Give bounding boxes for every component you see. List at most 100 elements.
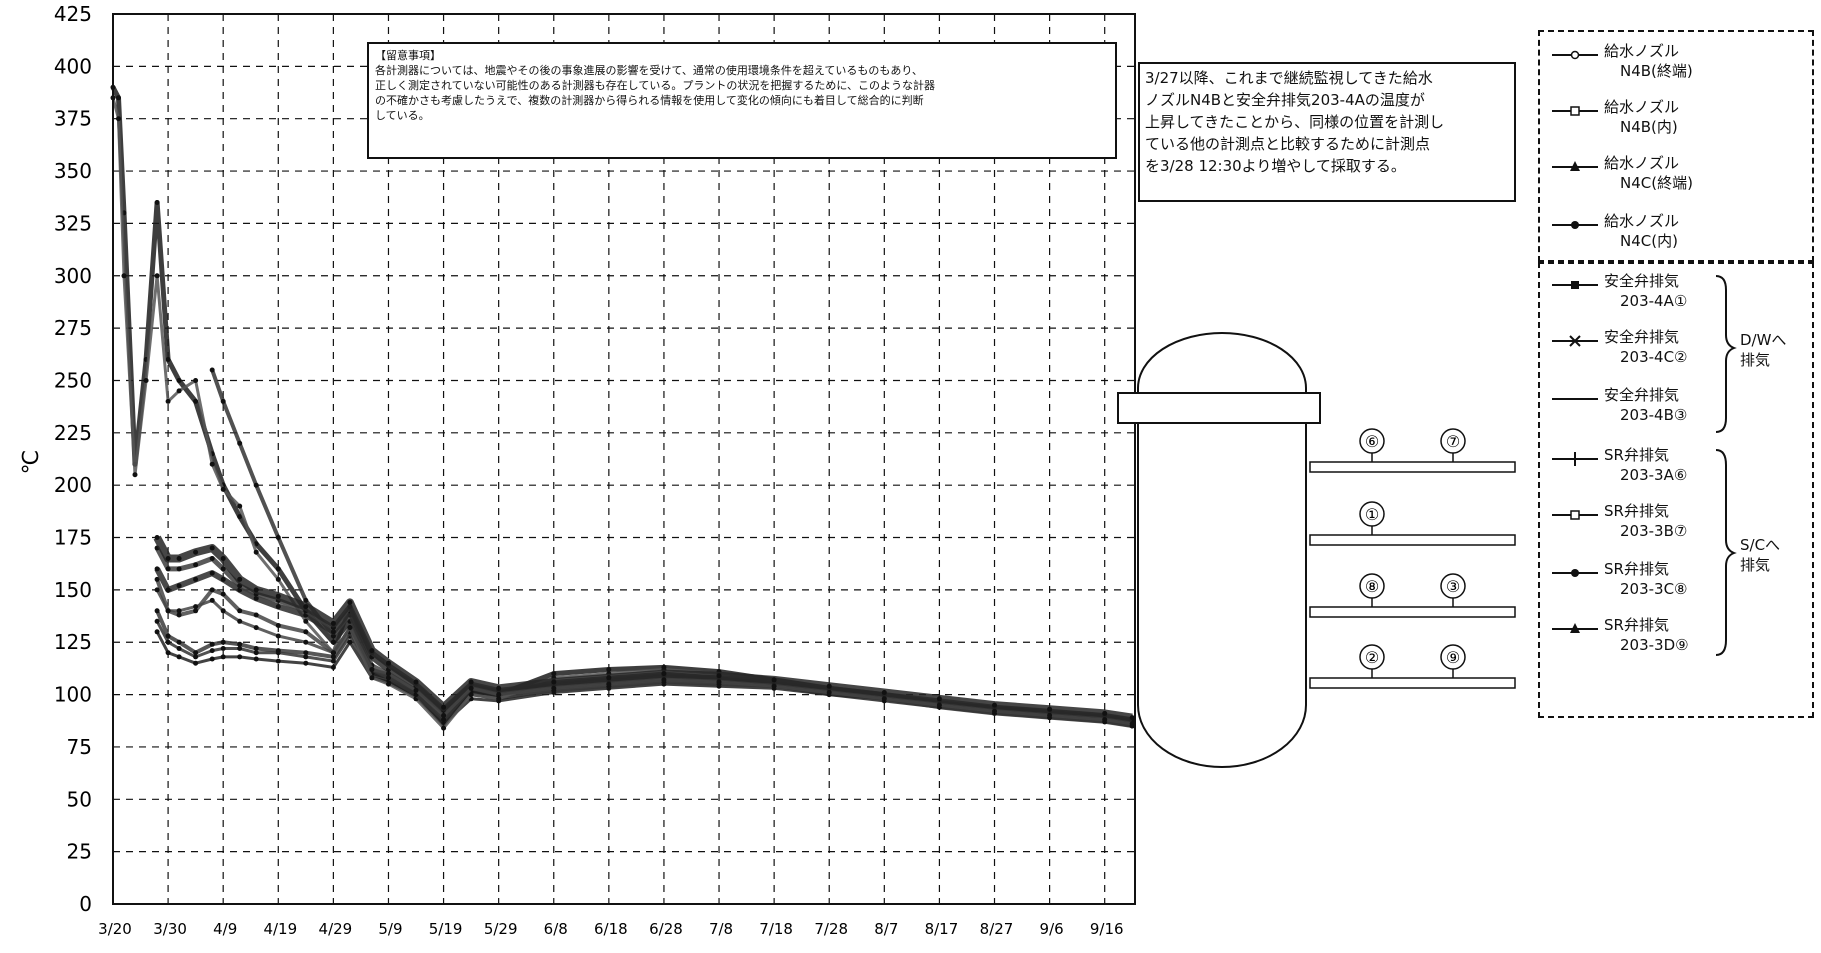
data-point: [413, 687, 419, 693]
data-point: [275, 658, 281, 664]
y-tick-label: 200: [54, 473, 92, 497]
data-point: [253, 482, 259, 488]
legend-marker: [1571, 569, 1579, 577]
data-point: [606, 667, 612, 672]
vessel-flange: [1117, 392, 1321, 424]
legend-marker: [1570, 106, 1580, 116]
data-point: [330, 658, 336, 664]
data-point: [992, 702, 997, 708]
data-point: [237, 514, 243, 520]
data-point: [165, 633, 171, 639]
data-point: [330, 629, 336, 635]
data-point: [220, 576, 226, 582]
data-point: [193, 650, 199, 656]
data-point: [209, 597, 215, 603]
data-point: [176, 388, 182, 394]
tag-label: ⑥: [1365, 432, 1379, 451]
legend-symbol-icon: [1552, 398, 1598, 400]
data-point: [209, 641, 215, 647]
data-point: [1047, 713, 1053, 718]
x-axis-ticks: 3/20 3/30 4/9 4/19 4/29 5/9 5/19 5/29 6/8 6/18 6/2…: [98, 920, 1123, 938]
data-point: [330, 639, 336, 645]
data-point: [1129, 721, 1135, 727]
data-point: [165, 556, 171, 561]
legend-item: SR弁排気 203-3A⑥: [1550, 446, 1720, 490]
data-point: [193, 654, 199, 660]
data-point: [716, 679, 722, 685]
data-point: [193, 660, 199, 666]
data-point: [193, 604, 199, 610]
data-point: [1102, 717, 1108, 723]
legend-sublabel: 203-3B⑦: [1620, 522, 1688, 540]
vessel-nozzle-pipe: [1309, 534, 1516, 546]
legend-symbol-icon: [1552, 281, 1598, 289]
data-point: [209, 461, 215, 467]
data-point: [441, 713, 447, 718]
legend-sublabel: 203-4C②: [1620, 348, 1688, 366]
legend-item: SR弁排気 203-3C⑧: [1550, 560, 1720, 604]
legend-item: 安全弁排気 203-4A①: [1550, 272, 1720, 316]
data-point: [237, 576, 243, 582]
x-tick-label: 6/28: [649, 920, 683, 938]
group-label-line: D/Wへ: [1740, 331, 1787, 349]
x-tick-label: 9/16: [1090, 920, 1124, 938]
y-tick-label: 425: [54, 2, 92, 26]
y-tick-label: 325: [54, 211, 92, 235]
data-point: [330, 633, 336, 639]
legend-symbol-icon: [1552, 106, 1598, 116]
data-point: [121, 273, 127, 279]
x-tick-label: 6/8: [544, 920, 568, 938]
x-tick-label: 3/30: [153, 920, 187, 938]
tag-circle: [1359, 428, 1385, 454]
data-point: [303, 650, 309, 656]
series-line: [154, 587, 1135, 727]
legend-label: SR弁排気: [1604, 502, 1669, 520]
data-point: [347, 625, 353, 631]
tag-circle: [1359, 573, 1385, 599]
data-point: [176, 608, 182, 614]
legend-box-exhaust: [1538, 262, 1814, 718]
data-point: [992, 708, 997, 714]
vessel-nozzle-pipe: [1309, 677, 1516, 689]
group-label-line: 排気: [1740, 351, 1771, 369]
x-tick-label: 8/27: [980, 920, 1014, 938]
side-note-line: ノズルN4Bと安全弁排気203-4Aの温度が: [1145, 91, 1425, 109]
tag-circle: [1440, 573, 1466, 599]
tag-label: ③: [1446, 577, 1460, 596]
data-point: [1102, 710, 1108, 716]
legend-label: 安全弁排気: [1604, 272, 1680, 290]
data-point: [165, 398, 171, 404]
data-point: [154, 618, 160, 624]
data-point: [347, 599, 353, 605]
legend-label: 給水ノズル: [1604, 212, 1680, 230]
data-point: [237, 654, 243, 660]
data-point: [209, 656, 215, 662]
legend-sublabel: 203-3C⑧: [1620, 580, 1688, 598]
plot-frame: [112, 13, 1136, 905]
data-point: [1129, 715, 1135, 721]
data-point: [193, 562, 199, 568]
data-point: [176, 378, 182, 383]
side-note: 3/27以降、これまで継続監視してきた給水 ノズルN4Bと安全弁排気203-4A…: [1138, 62, 1516, 202]
legend-label: 安全弁排気: [1604, 328, 1680, 346]
vessel-body: [1137, 393, 1307, 768]
y-tick-label: 150: [54, 578, 92, 602]
data-point: [220, 398, 226, 404]
data-point: [826, 683, 832, 689]
data-point: [303, 629, 309, 635]
legend-marker: [1570, 50, 1580, 60]
data-point: [116, 116, 121, 122]
data-point: [220, 556, 226, 561]
legend-label: 安全弁排気: [1604, 386, 1680, 404]
data-point: [386, 660, 391, 666]
x-tick-label: 4/19: [263, 920, 297, 938]
data-point: [154, 273, 160, 279]
x-tick-label: 7/8: [709, 920, 733, 938]
data-point: [165, 566, 171, 572]
y-tick-label: 350: [54, 159, 92, 183]
legend-marker: [1569, 335, 1581, 347]
legend-label: SR弁排気: [1604, 446, 1669, 464]
legend-label: SR弁排気: [1604, 560, 1669, 578]
legend-label: 給水ノズル: [1604, 42, 1680, 60]
